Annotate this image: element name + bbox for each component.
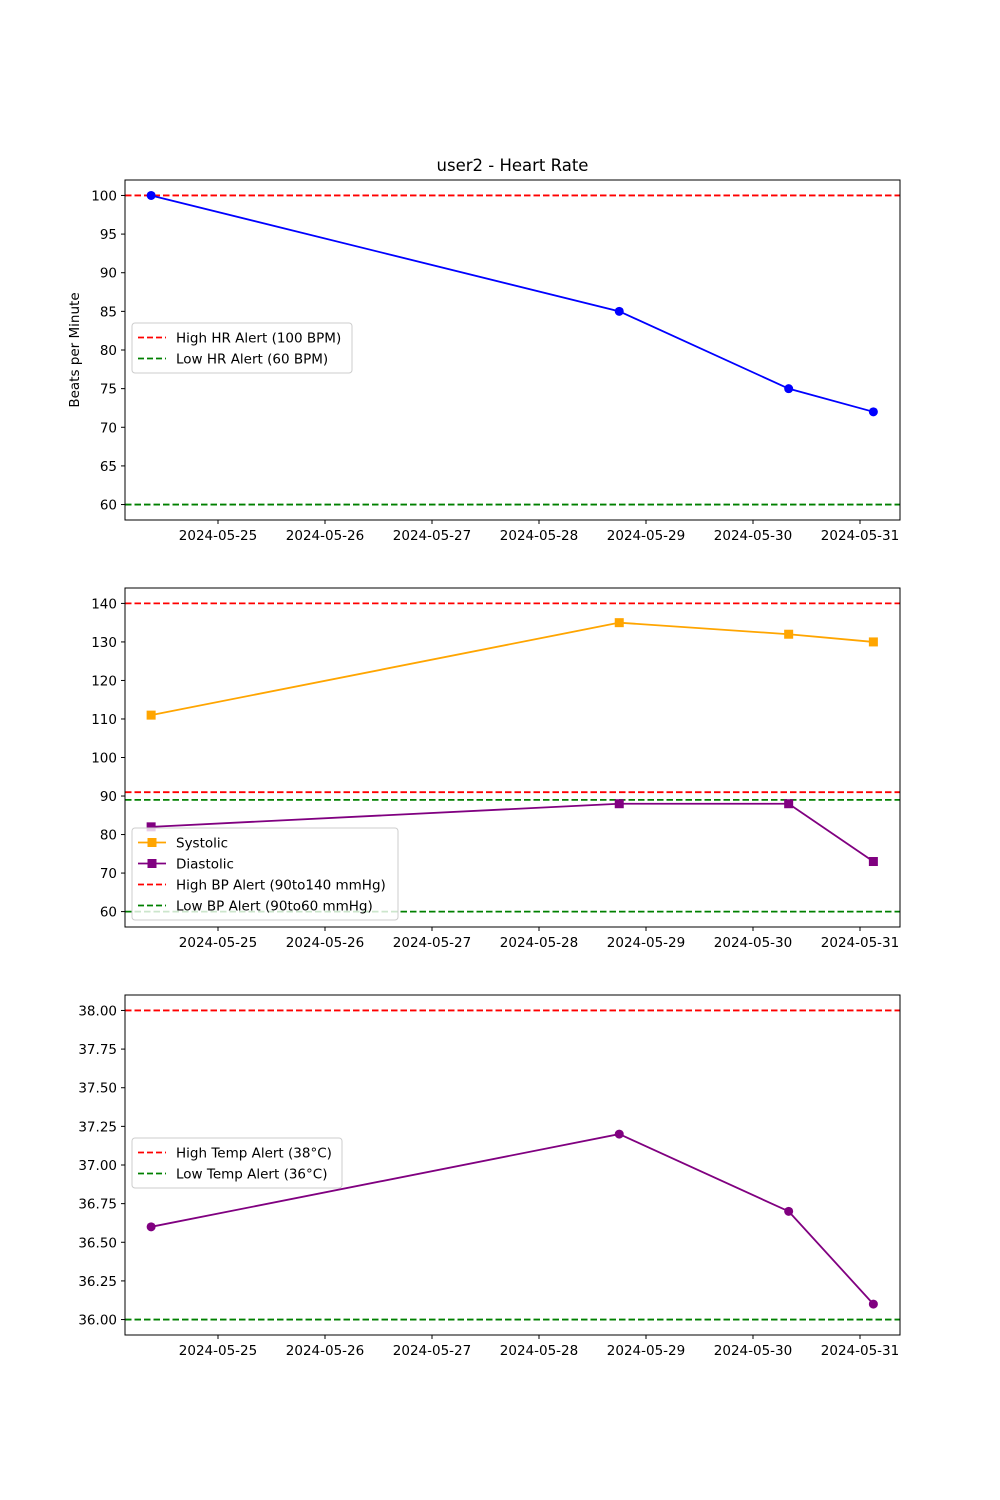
- data-point: [146, 190, 156, 200]
- legend-item: High Temp Alert (38°C): [138, 1146, 332, 1162]
- x-tick-label: 2024-05-30: [714, 1343, 792, 1359]
- x-tick-label: 2024-05-27: [393, 528, 471, 544]
- y-tick-label: 60: [100, 905, 117, 921]
- x-tick-label: 2024-05-28: [500, 935, 578, 951]
- x-tick-label: 2024-05-27: [393, 1343, 471, 1359]
- legend-item: Systolic: [138, 836, 228, 852]
- data-point: [868, 637, 878, 647]
- series-line: [150, 1133, 875, 1305]
- x-tick-label: 2024-05-30: [714, 935, 792, 951]
- x-tick-label: 2024-05-31: [821, 935, 899, 951]
- legend-box: [131, 1137, 343, 1189]
- y-tick-label: 70: [100, 866, 117, 882]
- chart-panel-2: 60 70 80 90 100 110 120 130 140 2024-05-25 2024-05…: [91, 587, 901, 951]
- y-tick-label: 100: [91, 751, 117, 767]
- x-tick-label: 2024-05-28: [500, 528, 578, 544]
- data-point: [784, 1206, 794, 1216]
- y-tick-label: 110: [91, 712, 117, 728]
- series-line: [151, 802, 874, 863]
- y-tick-label: 36.75: [78, 1197, 117, 1213]
- y-tick-label: 37.75: [78, 1042, 117, 1058]
- legend-marker: [147, 859, 157, 868]
- x-tick-label: 2024-05-26: [286, 935, 364, 951]
- data-point: [784, 384, 794, 394]
- y-tick-label: 85: [100, 304, 117, 320]
- data-point: [784, 799, 794, 809]
- legend-item: Low Temp Alert (36°C): [138, 1167, 327, 1183]
- legend-item: Low HR Alert (60 BPM): [138, 352, 328, 368]
- legend-box: [131, 322, 353, 374]
- chart-panel-1: user2 - Heart Rate Beats per Minute 60 65 70…: [67, 156, 901, 544]
- y-tick-label: 60: [100, 498, 117, 514]
- y-tick-label: 95: [100, 227, 117, 243]
- legend-item: Diastolic: [138, 857, 234, 873]
- x-tick-label: 2024-05-27: [393, 935, 471, 951]
- x-tick-label: 2024-05-26: [286, 1343, 364, 1359]
- y-tick-label: 130: [91, 635, 117, 651]
- series-line: [150, 194, 874, 413]
- data-point: [614, 618, 624, 628]
- x-tick-label: 2024-05-31: [821, 1343, 899, 1359]
- legend: High Temp Alert (38°C) Low Temp Alert (36…: [131, 1137, 343, 1189]
- x-tick-label: 2024-05-30: [714, 528, 792, 544]
- data-point: [146, 710, 156, 720]
- y-tick-label: 80: [100, 828, 117, 844]
- x-tick-label: 2024-05-29: [607, 935, 685, 951]
- y-tick-label: 65: [100, 459, 117, 475]
- data-point: [614, 799, 624, 809]
- x-tick-label: 2024-05-29: [607, 1343, 685, 1359]
- legend-label: High BP Alert (90to140 mmHg): [176, 878, 386, 894]
- legend-marker: [147, 838, 157, 847]
- y-tick-label: 90: [100, 266, 117, 282]
- y-tick-label: 37.00: [78, 1158, 117, 1174]
- data-point: [146, 1222, 156, 1232]
- y-tick-label: 36.00: [78, 1313, 117, 1329]
- legend-label: Systolic: [176, 836, 228, 852]
- legend-label: High HR Alert (100 BPM): [176, 331, 341, 347]
- data-point: [868, 857, 878, 867]
- legend-label: Low HR Alert (60 BPM): [176, 352, 328, 368]
- y-tick-label: 36.25: [78, 1274, 117, 1290]
- legend-label: Low BP Alert (90to60 mmHg): [176, 899, 373, 915]
- x-tick-label: 2024-05-31: [821, 528, 899, 544]
- legend-item: High HR Alert (100 BPM): [138, 331, 341, 347]
- data-point: [614, 1129, 624, 1139]
- legend: High HR Alert (100 BPM) Low HR Alert (60 …: [131, 322, 353, 374]
- legend-label: Low Temp Alert (36°C): [176, 1167, 327, 1183]
- y-tick-label: 120: [91, 673, 117, 689]
- legend-label: High Temp Alert (38°C): [176, 1146, 332, 1162]
- y-tick-label: 38.00: [78, 1003, 117, 1019]
- series-line: [150, 621, 874, 717]
- legend-box: [131, 827, 399, 921]
- legend-item: High BP Alert (90to140 mmHg): [138, 878, 386, 894]
- chart-panel-3: 36.00 36.25 36.50 36.75 37.00 37.25 37.50 37.75…: [78, 994, 901, 1359]
- x-tick-label: 2024-05-25: [179, 935, 257, 951]
- y-tick-label: 100: [91, 188, 117, 204]
- x-tick-label: 2024-05-25: [179, 1343, 257, 1359]
- x-tick-label: 2024-05-29: [607, 528, 685, 544]
- data-point: [868, 1299, 878, 1309]
- data-point: [614, 306, 624, 316]
- y-tick-label: 80: [100, 343, 117, 359]
- chart-title: user2 - Heart Rate: [437, 156, 589, 175]
- y-tick-label: 140: [91, 596, 117, 612]
- data-point: [146, 822, 156, 832]
- x-tick-label: 2024-05-28: [500, 1343, 578, 1359]
- x-tick-label: 2024-05-25: [179, 528, 257, 544]
- data-point: [784, 629, 794, 639]
- y-axis-label: Beats per Minute: [67, 292, 83, 407]
- legend: Systolic Diastolic High BP Alert (90to140 …: [131, 827, 399, 921]
- x-tick-label: 2024-05-26: [286, 528, 364, 544]
- data-point: [868, 407, 878, 417]
- y-tick-label: 37.25: [78, 1119, 117, 1135]
- legend-item: Low BP Alert (90to60 mmHg): [138, 899, 373, 915]
- y-tick-label: 75: [100, 382, 117, 398]
- y-tick-label: 70: [100, 420, 117, 436]
- y-tick-label: 36.50: [78, 1235, 117, 1251]
- legend-label: Diastolic: [176, 857, 234, 873]
- y-tick-label: 90: [100, 789, 117, 805]
- y-tick-label: 37.50: [78, 1081, 117, 1097]
